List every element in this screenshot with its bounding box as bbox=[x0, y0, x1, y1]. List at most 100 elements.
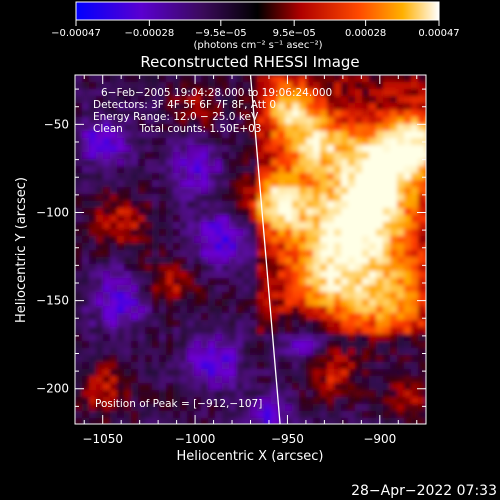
heatmap-cell bbox=[89, 82, 97, 90]
heatmap-cell bbox=[236, 299, 244, 307]
heatmap-cell bbox=[257, 383, 265, 391]
heatmap-cell bbox=[299, 236, 307, 244]
heatmap-cell bbox=[285, 201, 293, 209]
heatmap-cell bbox=[299, 117, 307, 125]
heatmap-cell bbox=[334, 208, 342, 216]
heatmap-cell bbox=[166, 390, 174, 398]
heatmap-cell bbox=[362, 397, 370, 405]
heatmap-cell bbox=[341, 397, 349, 405]
heatmap-cell bbox=[194, 166, 202, 174]
heatmap-cell bbox=[341, 334, 349, 342]
heatmap-cell bbox=[131, 327, 139, 335]
heatmap-cell bbox=[236, 180, 244, 188]
heatmap-cell bbox=[264, 362, 272, 370]
heatmap-cell bbox=[117, 124, 125, 132]
heatmap-cell bbox=[152, 124, 160, 132]
heatmap-cell bbox=[390, 194, 398, 202]
heatmap-cell bbox=[89, 103, 97, 111]
heatmap-cell bbox=[313, 243, 321, 251]
heatmap-cell bbox=[180, 236, 188, 244]
heatmap-cell bbox=[362, 250, 370, 258]
heatmap-cell bbox=[103, 334, 111, 342]
heatmap-cell bbox=[264, 299, 272, 307]
heatmap-cell bbox=[229, 236, 237, 244]
heatmap-cell bbox=[285, 131, 293, 139]
heatmap-cell bbox=[341, 138, 349, 146]
heatmap-cell bbox=[187, 341, 195, 349]
heatmap-cell bbox=[138, 285, 146, 293]
heatmap-cell bbox=[138, 124, 146, 132]
heatmap-cell bbox=[250, 131, 258, 139]
heatmap-cell bbox=[236, 96, 244, 104]
heatmap-cell bbox=[271, 306, 279, 314]
heatmap-cell bbox=[208, 173, 216, 181]
heatmap-cell bbox=[152, 159, 160, 167]
heatmap-cell bbox=[89, 411, 97, 419]
heatmap-cell bbox=[397, 397, 405, 405]
heatmap-cell bbox=[215, 313, 223, 321]
heatmap-cell bbox=[215, 124, 223, 132]
heatmap-cell bbox=[187, 236, 195, 244]
heatmap-cell bbox=[411, 320, 419, 328]
heatmap-cell bbox=[355, 383, 363, 391]
heatmap-cell bbox=[292, 341, 300, 349]
heatmap-cell bbox=[152, 187, 160, 195]
heatmap-cell bbox=[383, 82, 391, 90]
heatmap-cell bbox=[320, 166, 328, 174]
heatmap-cell bbox=[194, 278, 202, 286]
heatmap-cell bbox=[159, 124, 167, 132]
heatmap-cell bbox=[320, 96, 328, 104]
heatmap-cell bbox=[355, 327, 363, 335]
heatmap-cell bbox=[257, 313, 265, 321]
heatmap-cell bbox=[250, 320, 258, 328]
heatmap-cell bbox=[397, 299, 405, 307]
heatmap-cell bbox=[313, 159, 321, 167]
heatmap-cell bbox=[152, 82, 160, 90]
heatmap-cell bbox=[173, 110, 181, 118]
heatmap-cell bbox=[404, 159, 412, 167]
heatmap-cell bbox=[96, 418, 104, 424]
heatmap-cell bbox=[369, 264, 377, 272]
heatmap-cell bbox=[264, 194, 272, 202]
heatmap-cell bbox=[173, 362, 181, 370]
heatmap-cell bbox=[96, 166, 104, 174]
heatmap-cell bbox=[145, 208, 153, 216]
heatmap-cell bbox=[187, 166, 195, 174]
heatmap-cell bbox=[201, 411, 209, 419]
heatmap-cell bbox=[390, 208, 398, 216]
heatmap-cell bbox=[355, 397, 363, 405]
heatmap-cell bbox=[327, 243, 335, 251]
heatmap-cell bbox=[383, 411, 391, 419]
heatmap-cell bbox=[313, 362, 321, 370]
heatmap-cell bbox=[320, 313, 328, 321]
heatmap-cell bbox=[243, 404, 251, 412]
heatmap-cell bbox=[96, 285, 104, 293]
heatmap-cell bbox=[411, 383, 419, 391]
heatmap-cell bbox=[250, 208, 258, 216]
heatmap-cell bbox=[103, 145, 111, 153]
heatmap-cell bbox=[166, 306, 174, 314]
heatmap-cell bbox=[89, 243, 97, 251]
heatmap-cell bbox=[292, 96, 300, 104]
heatmap-cell bbox=[292, 103, 300, 111]
heatmap-cell bbox=[180, 341, 188, 349]
heatmap-cell bbox=[75, 96, 83, 104]
heatmap-cell bbox=[390, 369, 398, 377]
heatmap-cell bbox=[131, 194, 139, 202]
heatmap-cell bbox=[201, 306, 209, 314]
heatmap-cell bbox=[264, 173, 272, 181]
heatmap-cell bbox=[180, 404, 188, 412]
heatmap-cell bbox=[201, 131, 209, 139]
heatmap-cell bbox=[201, 110, 209, 118]
heatmap-cell bbox=[187, 82, 195, 90]
heatmap-cell bbox=[411, 229, 419, 237]
heatmap-cell bbox=[362, 89, 370, 97]
heatmap-cell bbox=[222, 404, 230, 412]
heatmap-cell bbox=[257, 138, 265, 146]
heatmap-cell bbox=[250, 285, 258, 293]
heatmap-cell bbox=[117, 355, 125, 363]
heatmap-cell bbox=[222, 257, 230, 265]
heatmap-cell bbox=[208, 124, 216, 132]
heatmap-cell bbox=[89, 306, 97, 314]
heatmap-cell bbox=[292, 222, 300, 230]
